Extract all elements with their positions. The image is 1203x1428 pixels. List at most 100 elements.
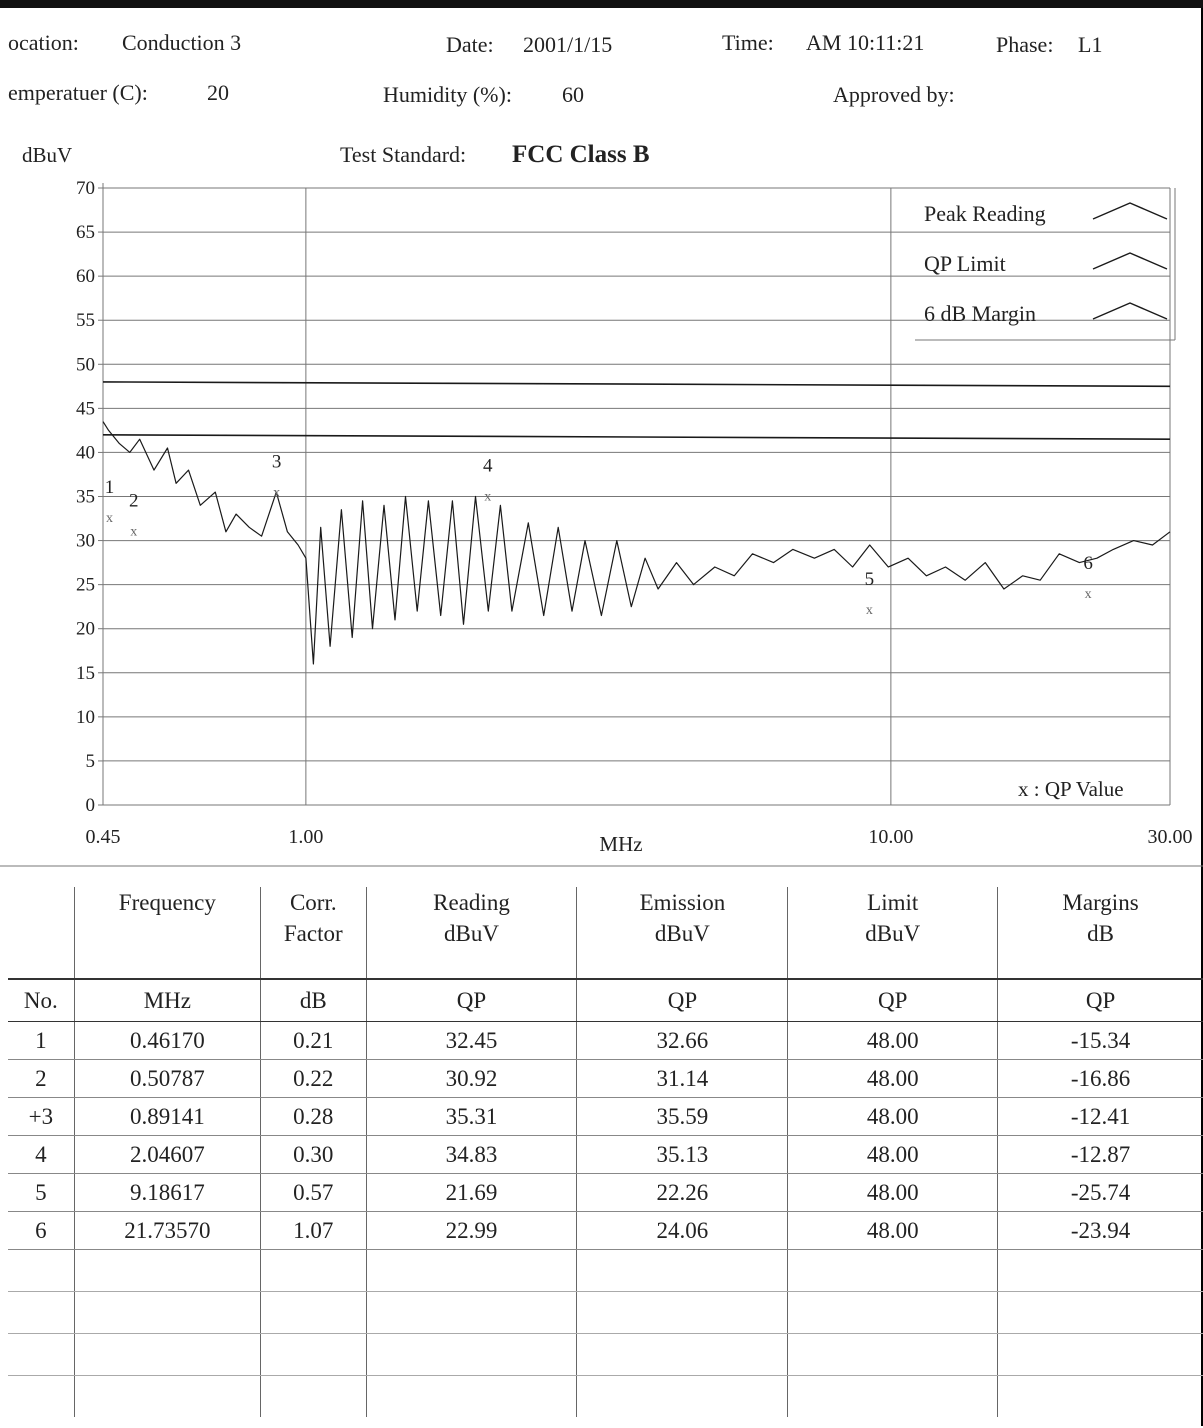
y-tick-label: 50 (76, 354, 95, 375)
table-cell (365, 1375, 577, 1417)
y-tick-label: 20 (76, 619, 95, 640)
qp-point-label: 6 (1083, 553, 1093, 574)
date-value: 2001/1/15 (523, 32, 613, 57)
phase-value: L1 (1078, 32, 1103, 57)
unit-header: QP (365, 979, 577, 1022)
table-cell: 22.99 (365, 1211, 577, 1250)
results-table: Frequency Corr. Factor Reading dBuV Emission d… (8, 887, 1203, 1417)
table-cell (259, 1249, 367, 1292)
table-cell (997, 1333, 1203, 1376)
column-header: Margins dB (997, 887, 1203, 980)
table-cell: 21.69 (365, 1173, 577, 1212)
top-border (0, 0, 1203, 8)
x-tick-label: 1.00 (288, 826, 323, 848)
table-cell: 0.57 (259, 1173, 367, 1212)
time-label: Time: (722, 30, 774, 55)
qp-marker: x (484, 489, 491, 504)
table-cell: -12.87 (997, 1135, 1203, 1174)
table-cell: 32.66 (576, 1021, 788, 1060)
table-cell: 1 (8, 1021, 75, 1060)
table-cell: 48.00 (787, 1097, 998, 1136)
y-tick-label: 0 (86, 795, 96, 816)
table-row: 6 21.73570 1.07 22.99 24.06 48.00 -23.94 (8, 1211, 1203, 1250)
column-header-line: Emission (639, 890, 726, 915)
qp-value-note: x : QP Value (1018, 777, 1124, 801)
column-header-line: Reading (433, 890, 510, 915)
empty-table-row (8, 1291, 1203, 1334)
table-cell: -16.86 (997, 1059, 1203, 1098)
table-cell (365, 1291, 577, 1334)
series-line-qp-limit (102, 381, 1171, 388)
table-cell: 35.59 (576, 1097, 788, 1136)
unit-header: QP (787, 979, 998, 1022)
table-cell: 1.07 (259, 1211, 367, 1250)
table-cell (365, 1333, 577, 1376)
empty-table-row (8, 1375, 1203, 1418)
table-cell (259, 1291, 367, 1334)
table-cell: 0.28 (259, 1097, 367, 1136)
table-cell: 0.50787 (73, 1059, 261, 1098)
table-cell (73, 1375, 261, 1417)
table-cell (576, 1291, 788, 1334)
column-header: Corr. Factor (259, 887, 367, 980)
table-cell: 2 (8, 1059, 75, 1098)
qp-marker: x (866, 603, 873, 618)
y-tick-label: 15 (76, 663, 95, 684)
qp-point-label: 1 (105, 477, 115, 498)
table-cell (73, 1291, 261, 1334)
unit-header: No. (8, 979, 75, 1022)
phase-label: Phase: (996, 32, 1054, 57)
x-tick-label: 0.45 (86, 826, 121, 848)
temperature-value: 20 (207, 80, 229, 105)
column-header-line: Margins (1062, 890, 1139, 915)
table-cell: 2.04607 (73, 1135, 261, 1174)
column-header-line: dBuV (654, 921, 710, 946)
column-header: Emission dBuV (576, 887, 788, 980)
x-tick-label: 10.00 (868, 826, 913, 848)
table-cell (8, 1376, 74, 1418)
table-cell: 22.26 (576, 1173, 788, 1212)
table-cell: 48.00 (787, 1135, 998, 1174)
location-label: ocation: (8, 30, 79, 55)
table-cell: 0.30 (259, 1135, 367, 1174)
table-cell (787, 1291, 998, 1334)
approved-label: Approved by: (833, 82, 955, 107)
table-cell (8, 1291, 75, 1334)
table-cell: 21.73570 (73, 1211, 261, 1250)
table-row: 2 0.50787 0.22 30.92 31.14 48.00 -16.86 (8, 1059, 1203, 1098)
table-cell (997, 1249, 1203, 1292)
time-value: AM 10:11:21 (806, 30, 925, 55)
qp-marker: x (130, 525, 137, 540)
y-tick-label: 35 (76, 487, 95, 508)
y-tick-label: 10 (76, 707, 95, 728)
column-header (8, 887, 75, 980)
table-cell: 5 (8, 1173, 75, 1212)
temperature-label: emperatuer (C): (8, 80, 148, 105)
unit-header: dB (259, 979, 367, 1022)
qp-marker: x (273, 485, 280, 500)
table-cell (8, 1333, 75, 1376)
table-cell: 48.00 (787, 1059, 998, 1098)
table-cell: 30.92 (365, 1059, 577, 1098)
chart-title: FCC Class B (512, 141, 650, 168)
column-header: Frequency (73, 887, 261, 980)
column-header-line: dBuV (865, 921, 921, 946)
x-axis-label: MHz (599, 832, 642, 856)
y-tick-label: 60 (76, 266, 95, 287)
table-cell: -25.74 (997, 1173, 1203, 1212)
table-cell: 6 (8, 1211, 75, 1250)
humidity-label: Humidity (%): (383, 82, 512, 107)
table-cell: +3 (8, 1097, 75, 1136)
table-cell: 32.45 (365, 1021, 577, 1060)
column-header-line: dB (1087, 921, 1114, 946)
y-tick-label: 30 (76, 531, 95, 552)
legend-label: 6 dB Margin (924, 301, 1036, 326)
table-cell (365, 1249, 577, 1292)
table-cell: 4 (8, 1135, 75, 1174)
table-cell: 24.06 (576, 1211, 788, 1250)
table-row: 4 2.04607 0.30 34.83 35.13 48.00 -12.87 (8, 1135, 1203, 1174)
legend-label: Peak Reading (924, 201, 1046, 226)
qp-point-label: 2 (129, 491, 139, 512)
table-cell: -15.34 (997, 1021, 1203, 1060)
y-tick-label: 65 (76, 222, 95, 243)
